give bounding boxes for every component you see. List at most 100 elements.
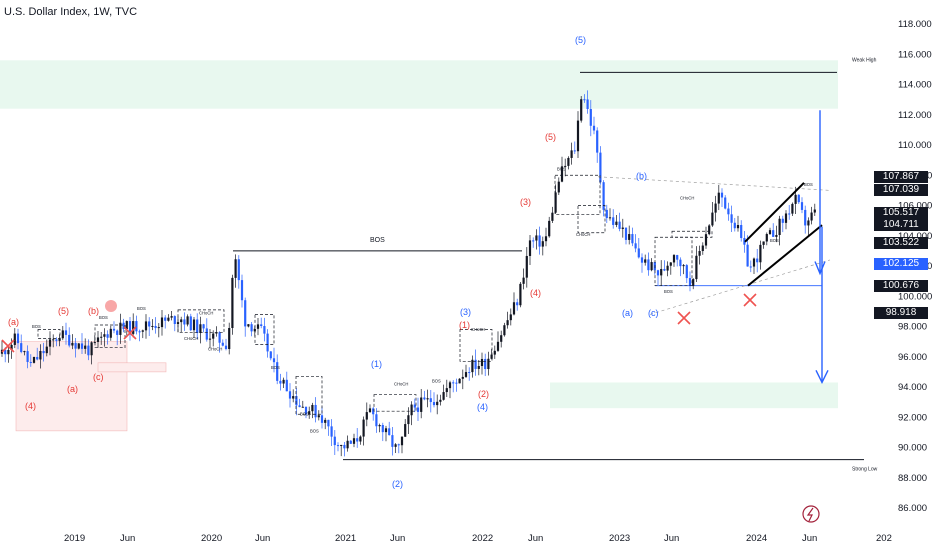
candle-body [202, 324, 205, 329]
candle-body [628, 234, 631, 240]
candle-body [138, 331, 141, 333]
candle-body [336, 445, 340, 447]
wave-label: (b) [88, 306, 99, 316]
candle-body [509, 314, 512, 321]
candle-body [567, 157, 570, 166]
candle-body [461, 376, 464, 379]
wave-label: (5) [545, 132, 556, 142]
candle-body [164, 317, 167, 321]
candle-body [141, 330, 144, 332]
candle-body [580, 99, 583, 121]
candle-body [64, 330, 68, 335]
candle-body [743, 238, 746, 245]
candle-body [781, 218, 784, 223]
candle-body [384, 428, 388, 433]
invalidation-x-icon [123, 326, 137, 340]
candle-body [365, 412, 368, 420]
candle-body [119, 322, 122, 335]
candle-body [407, 415, 410, 425]
candle-body [458, 378, 461, 384]
candle-body [746, 244, 749, 267]
y-tick-label: 92.000 [898, 412, 927, 423]
candle-body [298, 405, 301, 408]
bos-label: BOS [370, 237, 385, 244]
candle-body [794, 194, 797, 204]
candle-body [576, 120, 580, 152]
candle-body [656, 270, 660, 276]
candle-body [791, 203, 794, 214]
candle-body [128, 321, 132, 334]
candle-body [279, 380, 282, 384]
candle-body [720, 192, 724, 198]
candle-body [615, 221, 618, 225]
y-tick-label: 110.000 [898, 140, 932, 151]
candle-body [55, 339, 58, 341]
candle-body [247, 324, 250, 327]
candle-body [429, 398, 432, 403]
x-tick-label: Jun [802, 533, 817, 544]
candle-body [151, 325, 154, 327]
structure-box [577, 205, 606, 234]
wave-label: (c) [93, 372, 104, 382]
candle-body [544, 236, 548, 242]
candle-body [359, 436, 362, 442]
wave-label: (2) [392, 479, 403, 489]
candle-body [464, 372, 468, 377]
wave-label: (2) [478, 389, 489, 399]
x-tick-label: 2021 [335, 533, 356, 544]
candle-body [199, 324, 202, 334]
candle-body [692, 279, 695, 286]
candle-body [61, 330, 64, 339]
candle-body [397, 444, 400, 446]
candle-body [560, 166, 564, 182]
candle-body [173, 316, 176, 325]
candle-body [349, 440, 352, 444]
y-tick-label: 90.000 [898, 443, 927, 454]
strong-low-label: Strong Low [852, 467, 878, 473]
candle-body [32, 356, 36, 363]
candle-body [612, 217, 615, 225]
candle-body [48, 339, 52, 347]
candle-body [589, 109, 592, 126]
candle-body [554, 192, 557, 213]
candle-body [224, 345, 228, 350]
candle-body [26, 351, 29, 362]
candle-body [695, 255, 698, 280]
candle-body [663, 268, 666, 271]
candle-body [679, 259, 682, 267]
candle-body [647, 259, 650, 271]
candle-body [74, 342, 77, 349]
channel-lower [747, 224, 823, 287]
candle-body [112, 328, 116, 331]
candle-body [333, 436, 336, 446]
candle-body [669, 262, 672, 266]
candle-body [276, 362, 279, 381]
candle-body [269, 351, 272, 359]
price-badge: 100.676 [874, 280, 928, 293]
price-badge: 102.125 [874, 258, 928, 271]
structure-label: CHoCH [471, 327, 485, 332]
wave-label: (5) [575, 35, 586, 45]
candle-body [205, 328, 208, 340]
candle-body [804, 209, 807, 226]
candle-body [740, 225, 743, 239]
candle-body [394, 444, 397, 447]
candle-body [423, 397, 426, 400]
candle-body [727, 208, 730, 215]
x-tick-label: 2019 [64, 533, 85, 544]
candle-body [125, 321, 128, 330]
structure-box [671, 230, 713, 238]
demand-zone [550, 382, 838, 409]
x-tick-label: 2024 [746, 533, 767, 544]
candle-body [413, 404, 416, 408]
candle-body [160, 317, 164, 328]
candle-body [122, 322, 125, 330]
price-badge: 103.522 [874, 236, 928, 249]
candle-body [500, 335, 503, 342]
candle-body [503, 325, 506, 336]
price-badge: 105.517 [874, 206, 928, 219]
candle-body [228, 328, 231, 350]
y-tick-label: 104.000 [898, 231, 932, 242]
candle-body [592, 125, 596, 131]
